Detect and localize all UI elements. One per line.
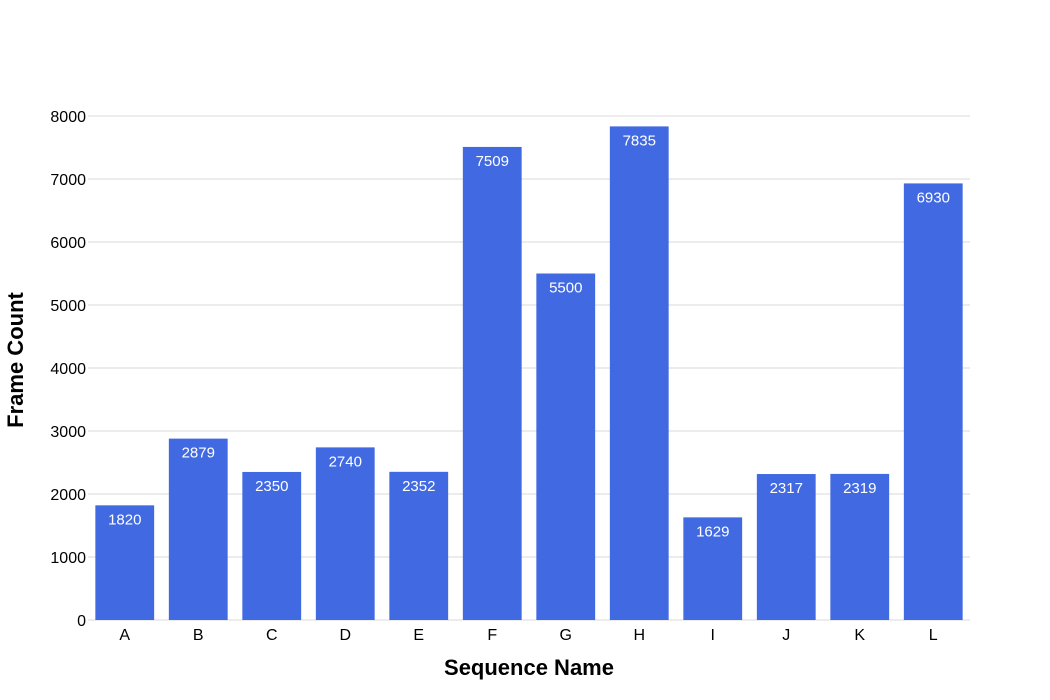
x-axis-ticks: A B C D E F G H I J K L [119, 627, 937, 644]
bar [609, 126, 669, 621]
bar-value-label: 1820 [108, 511, 141, 528]
x-tick-label: G [560, 627, 572, 644]
y-tick-label: 6000 [50, 235, 86, 252]
bar [903, 183, 963, 620]
x-tick-label: I [711, 627, 715, 644]
bar-value-label: 2317 [770, 480, 803, 497]
y-tick-label: 4000 [50, 361, 86, 378]
bar [168, 438, 228, 620]
x-tick-label: L [929, 627, 938, 644]
y-tick-label: 7000 [50, 172, 86, 189]
bar [462, 146, 522, 621]
bar-value-label: 1629 [696, 523, 729, 540]
bar-value-label: 7835 [623, 132, 656, 149]
x-tick-label: B [193, 627, 204, 644]
y-tick-label: 3000 [50, 424, 86, 441]
x-tick-label: D [339, 627, 351, 644]
gridlines [88, 115, 970, 621]
y-tick-label: 8000 [50, 109, 86, 126]
bar-value-label: 5500 [549, 280, 582, 297]
y-axis-title: Frame Count [3, 291, 28, 427]
bar-value-label: 2319 [843, 480, 876, 497]
bars: 1820 2879 2350 2740 2352 7509 5500 7835 1629 2317… [95, 126, 963, 621]
bar [95, 505, 155, 620]
x-tick-label: H [633, 627, 645, 644]
y-tick-label: 1000 [50, 550, 86, 567]
x-tick-label: J [782, 627, 790, 644]
y-axis-ticks: 0 1000 2000 3000 4000 5000 6000 7000 8000 [50, 109, 86, 630]
bar-value-label: 6930 [917, 189, 950, 206]
x-axis-title: Sequence Name [444, 655, 614, 680]
y-tick-label: 5000 [50, 298, 86, 315]
x-tick-label: A [119, 627, 130, 644]
bar-value-label: 2352 [402, 478, 435, 495]
bar [756, 474, 816, 620]
bar-value-label: 2879 [182, 445, 215, 462]
bar-value-label: 2350 [255, 478, 288, 495]
bar [683, 517, 743, 620]
y-tick-label: 2000 [50, 487, 86, 504]
bar-value-label: 7509 [476, 153, 509, 170]
y-tick-label: 0 [77, 613, 86, 630]
x-tick-label: K [854, 627, 865, 644]
bar [389, 471, 449, 620]
bar [242, 471, 302, 620]
x-tick-label: C [266, 627, 278, 644]
x-tick-label: E [413, 627, 424, 644]
bar-value-label: 2740 [329, 453, 362, 470]
x-tick-label: F [487, 627, 497, 644]
bar [315, 447, 375, 620]
bar [536, 273, 596, 620]
bar [830, 473, 890, 620]
